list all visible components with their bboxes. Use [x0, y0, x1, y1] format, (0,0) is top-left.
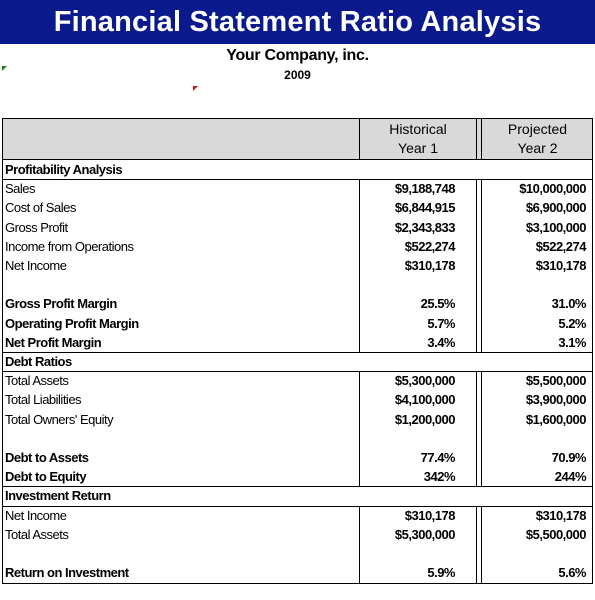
historical-year-label: Year 1 [398, 140, 438, 156]
table-row: Cost of Sales $6,844,915 $6,900,000 [3, 198, 592, 217]
historical-value: 25.5% [420, 296, 456, 312]
row-label: Cost of Sales [5, 200, 76, 216]
projected-value: 31.0% [551, 296, 587, 312]
row-label: Return on Investment [5, 565, 129, 581]
row-label: Total Assets [5, 373, 69, 389]
row-label: Total Liabilities [5, 392, 82, 408]
historical-value: $4,100,000 [394, 392, 456, 408]
row-label: Debt Ratios [5, 354, 72, 369]
company-name: Your Company, inc. [226, 47, 369, 64]
table-row: Debt to Equity 342% 244% [3, 467, 592, 486]
table-row: Debt to Assets 77.4% 70.9% [3, 448, 592, 467]
section-header-row: Investment Return [3, 486, 592, 505]
row-label: Net Income [5, 258, 67, 273]
table-row: Total Owners' Equity $1,200,000 $1,600,000 [3, 410, 592, 429]
table-row: Net Income $310,178 $310,178 [3, 506, 592, 525]
historical-value: $5,300,000 [394, 373, 456, 389]
projected-value: $6,900,000 [525, 200, 587, 216]
projected-value: $3,100,000 [525, 219, 587, 235]
table-row: Total Assets $5,300,000 $5,500,000 [3, 525, 592, 544]
report-year: 2009 [284, 68, 311, 82]
ratio-table: Historical Year 1 Projected Year 2 Profi… [2, 118, 593, 584]
table-row: Income from Operations $522,274 $522,274 [3, 237, 592, 256]
historical-column-border [359, 179, 477, 352]
section-divider [3, 505, 592, 507]
row-label: Gross Profit Margin [5, 296, 117, 312]
historical-column-border [359, 505, 477, 583]
historical-label: Historical [389, 121, 447, 137]
historical-value: 342% [423, 469, 456, 485]
table-row: Net Income $310,178 $310,178 [3, 256, 592, 275]
table-header: Historical Year 1 Projected Year 2 [3, 119, 592, 160]
projected-value: 5.6% [558, 565, 586, 581]
row-label: Sales [5, 181, 36, 197]
table-row: Sales $9,188,748 $10,000,000 [3, 179, 592, 198]
historical-value: $9,188,748 [394, 181, 456, 197]
section-header-row: Debt Ratios [3, 352, 592, 371]
projected-value: $310,178 [535, 258, 587, 273]
projected-value: 3.1% [558, 334, 586, 350]
table-row: Gross Profit Margin 25.5% 31.0% [3, 294, 592, 313]
row-label: Total Owners' Equity [5, 411, 114, 427]
section-divider [3, 352, 592, 353]
section-divider [3, 179, 592, 181]
historical-value: $310,178 [404, 507, 456, 523]
projected-column-border [481, 371, 593, 487]
report-title: Financial Statement Ratio Analysis [0, 0, 595, 44]
projected-value: $310,178 [535, 507, 587, 523]
row-label: Gross Profit [5, 219, 68, 235]
projected-column-border [481, 179, 593, 352]
historical-value: $522,274 [404, 238, 456, 254]
historical-column-header: Historical Year 1 [359, 119, 477, 159]
projected-value: 244% [554, 469, 587, 485]
historical-value: $310,178 [404, 258, 456, 273]
section-divider [3, 371, 592, 373]
row-label: Investment Return [5, 488, 111, 504]
projected-value: $3,900,000 [525, 392, 587, 408]
historical-column-border [359, 371, 477, 487]
projected-value: 70.9% [551, 450, 587, 465]
historical-value: 5.9% [427, 565, 455, 581]
section-divider [3, 486, 592, 488]
table-row: Operating Profit Margin 5.7% 5.2% [3, 314, 592, 333]
projected-value: $10,000,000 [519, 181, 586, 197]
historical-value: 3.4% [427, 334, 455, 350]
table-row: Return on Investment 5.9% 5.6% [3, 563, 592, 582]
projected-value: $5,500,000 [525, 526, 587, 542]
projected-value: $1,600,000 [525, 411, 587, 427]
row-label: Operating Profit Margin [5, 315, 139, 331]
projected-value: $5,500,000 [525, 373, 587, 389]
row-label: Debt to Equity [5, 469, 87, 485]
projected-column-header: Projected Year 2 [481, 119, 593, 159]
historical-value: $5,300,000 [394, 526, 456, 542]
red-comment-marker-icon [193, 86, 198, 91]
projected-column-border [481, 505, 593, 583]
green-corner-marker-icon [2, 66, 7, 71]
projected-label: Projected [507, 121, 568, 137]
row-label: Net Income [5, 507, 67, 523]
historical-value: $6,844,915 [394, 200, 456, 216]
table-row: Net Profit Margin 3.4% 3.1% [3, 333, 592, 352]
projected-value: 5.2% [558, 315, 586, 331]
table-row: Total Liabilities $4,100,000 $3,900,000 [3, 390, 592, 409]
historical-value: 77.4% [420, 450, 456, 465]
row-label: Income from Operations [5, 238, 134, 254]
table-row: Gross Profit $2,343,833 $3,100,000 [3, 218, 592, 237]
table-row: Total Assets $5,300,000 $5,500,000 [3, 371, 592, 390]
historical-value: 5.7% [427, 315, 455, 331]
row-label: Total Assets [5, 526, 69, 542]
section-header-row: Profitability Analysis [3, 160, 592, 179]
row-label: Profitability Analysis [5, 162, 123, 177]
historical-value: $1,200,000 [394, 411, 456, 427]
projected-year-label: Year 2 [517, 140, 558, 156]
row-label: Net Profit Margin [5, 334, 102, 350]
row-label: Debt to Assets [5, 450, 89, 465]
historical-value: $2,343,833 [394, 219, 456, 235]
projected-value: $522,274 [535, 238, 587, 254]
